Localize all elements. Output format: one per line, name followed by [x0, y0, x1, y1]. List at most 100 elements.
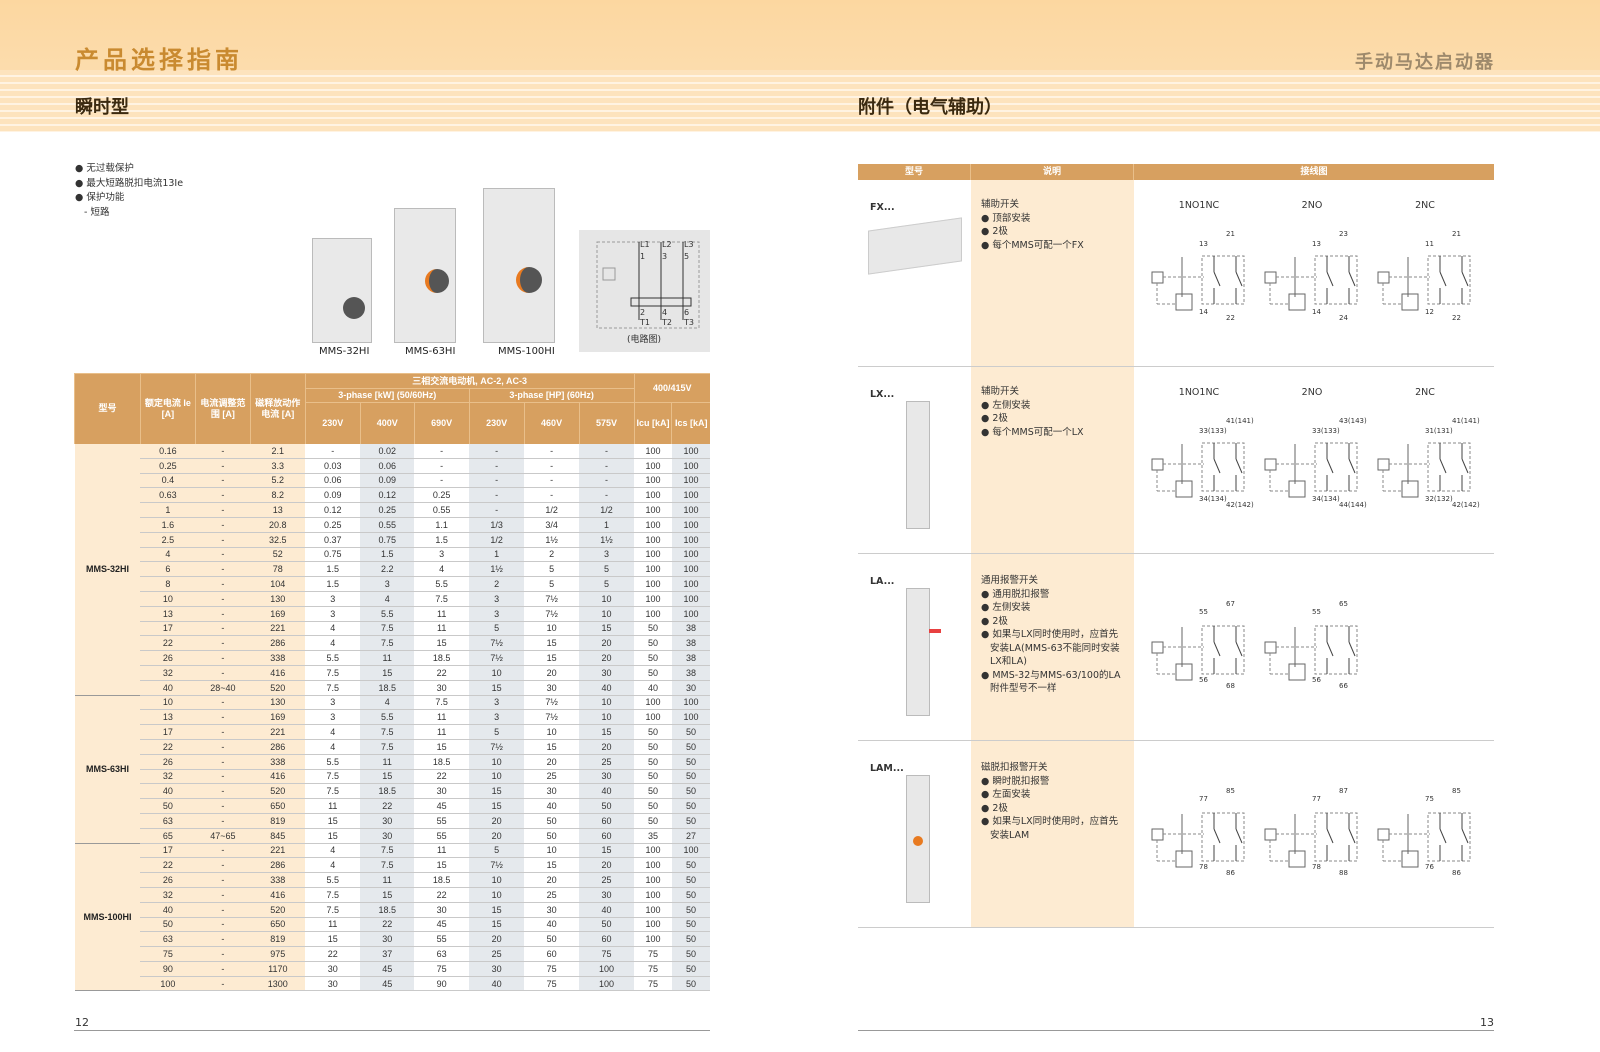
table-cell: -: [195, 917, 251, 933]
header-kw: 3-phase [kW] (50/60Hz): [304, 388, 470, 403]
table-cell: 7½: [469, 650, 525, 666]
table-cell: -: [579, 443, 634, 459]
table-cell: 11: [305, 798, 361, 814]
table-cell: 22: [414, 665, 470, 681]
table-cell: 4: [305, 621, 361, 637]
table-cell: 15: [579, 724, 634, 740]
terminal-label: 14: [1199, 308, 1208, 316]
table-cell: 15: [579, 621, 634, 637]
table-row: 40-520 7.5 18.5 30 15 30 40 100 50: [75, 902, 710, 918]
terminal-label: 11: [1425, 240, 1434, 248]
table-row: 75-975 22 37 63 25 60 75 75 50: [75, 946, 710, 962]
table-cell: 338: [250, 754, 306, 770]
table-cell: 100: [634, 547, 672, 563]
table-cell: 100: [579, 976, 634, 992]
table-cell: 50: [140, 917, 196, 933]
table-cell: 5: [579, 576, 634, 592]
header-icu: Icu [kA]: [633, 402, 672, 444]
terminal-label: 2: [640, 308, 646, 317]
header-adjust-range: 电流调整范围 [A]: [194, 373, 251, 444]
wiring-diagram: 77 85 78 86: [1144, 761, 1254, 882]
table-cell: -: [524, 458, 580, 474]
bullet-text: 左侧安装: [992, 602, 1031, 613]
table-cell: 1170: [250, 961, 306, 977]
terminal-label: 44(144): [1339, 501, 1367, 509]
table-cell: 100: [634, 695, 672, 711]
table-cell: -: [524, 487, 580, 504]
table-cell: -: [195, 709, 251, 726]
table-cell: -: [195, 621, 251, 637]
bullet-text: 每个MMS可配一个FX: [992, 239, 1084, 251]
table-cell: -: [195, 650, 251, 666]
accessory-bullet: ● MMS-32与MMS-63/100的LA附件型号不一样: [981, 669, 1121, 695]
accessory-description: 磁脱扣报警开关 ● 瞬时脱扣报警 ● 左面安装 ● 2极 ● 如果与LX同时使用时，应首…: [971, 741, 1134, 927]
model-cell: MMS-63HI: [74, 695, 141, 844]
terminal-label: 34(134): [1312, 495, 1340, 503]
table-cell: 7½: [524, 709, 580, 726]
table-row: 1-13 0.12 0.25 0.55-1/2 1/2 100 100: [75, 502, 710, 518]
diagram-label: 2NC: [1415, 387, 1435, 398]
wiring-diagram: 2NO 13 23 14 24: [1257, 200, 1367, 325]
table-cell: 15: [524, 857, 580, 874]
table-cell: 50: [524, 813, 580, 829]
table-cell: 50: [634, 724, 672, 740]
table-cell: 50: [634, 754, 672, 770]
table-cell: 520: [250, 902, 306, 918]
table-cell: 18.5: [414, 650, 470, 666]
table-cell: 18.5: [414, 872, 470, 888]
table-cell: 100: [634, 606, 672, 622]
table-cell: 13: [140, 709, 196, 726]
terminal-label: 76: [1425, 863, 1434, 871]
table-cell: 10: [469, 754, 525, 770]
header-model: 型号: [858, 164, 971, 180]
table-cell: 7.5: [360, 621, 415, 637]
wiring-schematic: [1264, 255, 1358, 311]
table-cell: 10: [469, 887, 525, 903]
table-cell: 4: [305, 857, 361, 874]
table-cell: 100: [671, 843, 710, 859]
wiring-schematic: [1377, 812, 1471, 868]
table-cell: 3: [305, 591, 361, 607]
table-cell: -: [195, 695, 251, 711]
terminal-label: 32(132): [1425, 495, 1453, 503]
table-cell: 60: [579, 813, 634, 829]
table-cell: 10: [579, 695, 634, 711]
table-cell: 8.2: [250, 487, 306, 504]
header-voltage-col: 230V: [468, 402, 525, 444]
table-row: 40-520 7.5 18.5 30 15 30 40 50 50: [75, 783, 710, 800]
table-cell: 32: [140, 769, 196, 785]
header-rated-current: 额定电流 Ie [A]: [139, 373, 196, 444]
table-cell: 100: [634, 487, 672, 504]
table-cell: 5.2: [250, 473, 306, 489]
table-cell: 22: [360, 798, 415, 814]
table-cell: 75: [524, 961, 580, 977]
header-voltage-col: 690V: [413, 402, 470, 444]
table-cell: 4: [140, 547, 196, 563]
table-cell: -: [195, 458, 251, 474]
table-cell: -: [195, 931, 251, 948]
feature-text: 无过载保护: [86, 163, 134, 174]
table-row: 26-338 5.5 11 18.5 10 20 25 100 50: [75, 872, 710, 888]
table-cell: 50: [671, 857, 710, 874]
terminal-label: T1: [640, 318, 650, 327]
table-cell: 7½: [524, 606, 580, 622]
terminal-label: 41(141): [1452, 417, 1480, 425]
table-cell: 30: [414, 902, 470, 918]
table-cell: 100: [671, 458, 710, 474]
table-cell: 1.5: [305, 561, 361, 578]
product-label: MMS-32HI: [319, 346, 370, 357]
table-cell: 75: [579, 946, 634, 962]
table-cell: 50: [671, 931, 710, 948]
table-cell: 30: [305, 961, 361, 977]
table-row: 2.5-32.5 0.37 0.75 1.5 1/2 1½ 1½ 100 100: [75, 532, 710, 548]
accessory-description: 辅助开关 ● 左侧安装 ● 2极 ● 每个MMS可配一个LX: [971, 367, 1134, 553]
table-cell: 0.37: [305, 532, 361, 548]
terminal-label: 21: [1226, 230, 1235, 238]
header-voltage-col: 460V: [523, 402, 580, 444]
diagram-label: 1NO1NC: [1178, 387, 1220, 398]
table-cell: 15: [524, 635, 580, 652]
table-row: 22-286 4 7.5 15 7½ 15 20 100 50: [75, 857, 710, 874]
table-cell: 40: [140, 902, 196, 918]
table-cell: 17: [140, 843, 196, 859]
table-cell: 5: [469, 621, 525, 637]
